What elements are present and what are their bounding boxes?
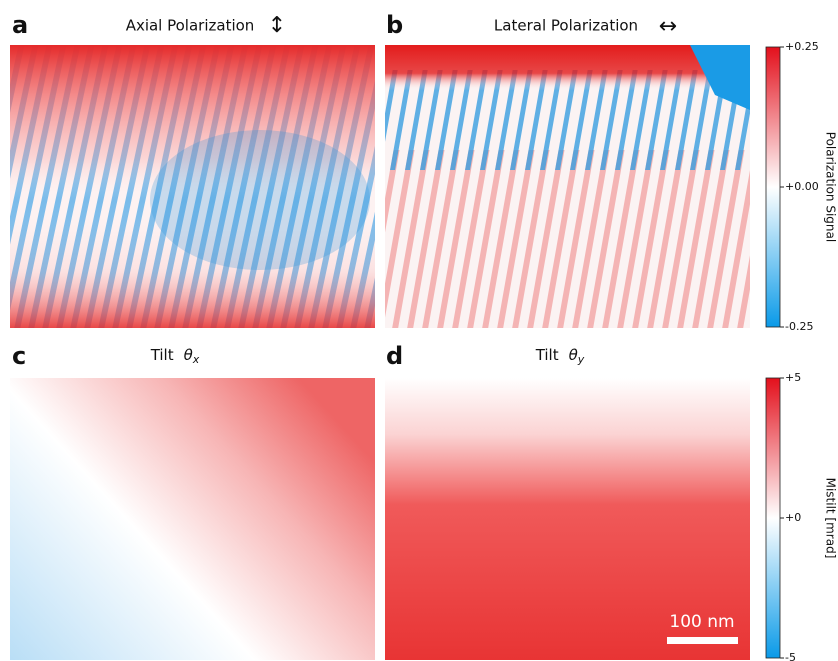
- scale-bar-label: 100 nm: [669, 612, 734, 632]
- colorbar-tick-label: -5: [785, 651, 796, 661]
- image-c: [10, 378, 375, 660]
- colorbar-tick-label: -0.25: [785, 320, 813, 333]
- title-symbol: θ: [569, 346, 578, 364]
- colorbar: [765, 377, 781, 659]
- colorbar-tick-label: +0: [785, 511, 801, 524]
- panel-title: Tilt θx: [150, 346, 200, 367]
- title-subscript: x: [192, 353, 200, 366]
- colorbar-tick-label: +5: [785, 371, 801, 384]
- panel-title: Lateral Polarization: [494, 17, 638, 35]
- image-a: [10, 45, 375, 328]
- panel-label: c: [12, 342, 26, 370]
- image-d: [385, 378, 750, 660]
- panel-title: Axial Polarization: [126, 17, 255, 35]
- panel-label: a: [12, 11, 28, 39]
- arrow-icon: ↔: [659, 14, 677, 39]
- scale-bar: [667, 637, 738, 644]
- colorbar-label: Polarization Signal: [824, 132, 838, 242]
- panel-title: Tilt θy: [535, 346, 585, 367]
- arrow-icon: ↕: [268, 13, 286, 38]
- title-text: Tilt: [150, 346, 174, 364]
- colorbar: [765, 46, 781, 328]
- title-subscript: y: [577, 353, 585, 366]
- panel-label: b: [386, 11, 403, 39]
- image-b: [385, 45, 750, 328]
- colorbar-label: Mistilt [mrad]: [824, 478, 838, 559]
- panel-label: d: [386, 342, 403, 370]
- colorbar-tick-label: +0.25: [785, 40, 819, 53]
- title-text: Tilt: [535, 346, 559, 364]
- colorbar-tick-label: +0.00: [785, 180, 819, 193]
- title-symbol: θ: [184, 346, 193, 364]
